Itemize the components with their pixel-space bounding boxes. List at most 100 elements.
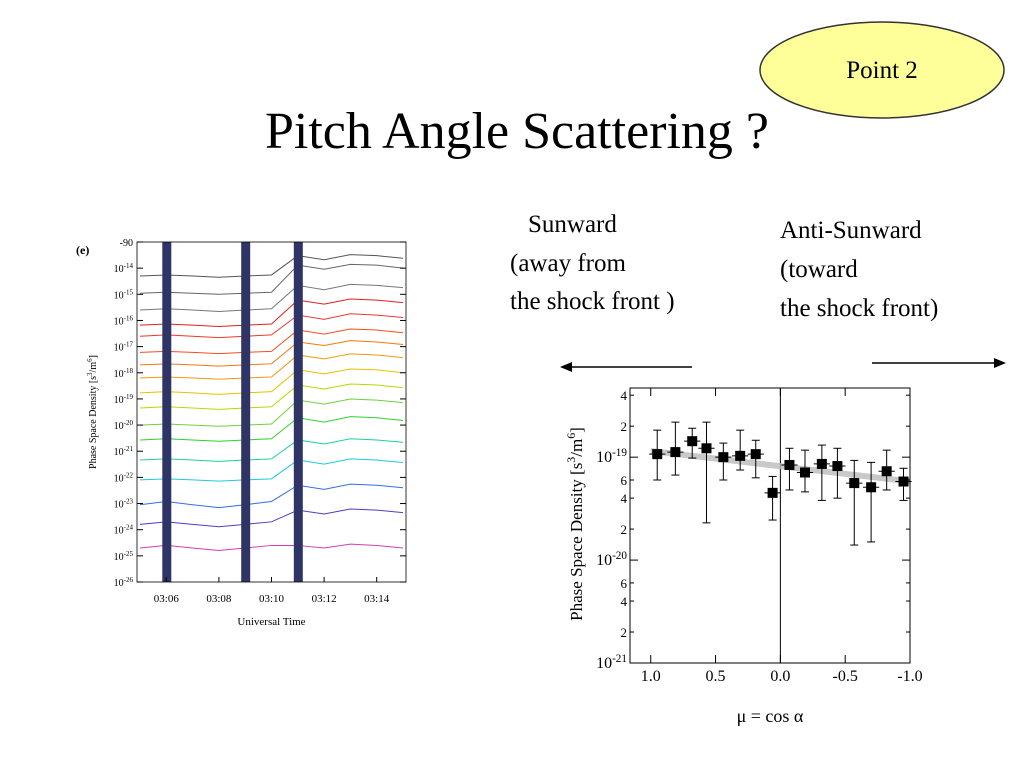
y-tick-label-base: 10: [114, 290, 124, 301]
y-axis-label-part: /m: [567, 439, 586, 457]
y-axis-label-part: Phase Space Density [s: [567, 463, 586, 621]
plot-frame: [629, 387, 911, 664]
sunward-label: (away from: [510, 250, 626, 277]
series-line: [139, 328, 404, 355]
data-point: [718, 452, 729, 463]
y-tick-label: 10-14: [114, 262, 134, 275]
y-tick-label-exp: -20: [124, 419, 134, 427]
y-axis-label-part: ]: [567, 427, 586, 433]
y-tick-label: 6: [621, 473, 628, 488]
data-point: [670, 447, 681, 458]
y-tick-label: 10-21: [596, 653, 627, 672]
y-tick-label-exp: -20: [612, 550, 627, 562]
series-line: [139, 368, 404, 395]
y-tick-label: 10-20: [596, 550, 627, 569]
y-tick-label-base: 10: [114, 421, 124, 432]
anti-sunward-label: the shock front): [780, 295, 938, 322]
y-tick-label-base: 2: [621, 522, 628, 537]
x-tick-label: 03:12: [312, 593, 337, 605]
y-tick-label-base: -90: [120, 238, 133, 249]
y-tick-label: 10-22: [114, 471, 134, 484]
y-axis-label-part: 6: [564, 433, 578, 439]
series-line: [139, 508, 404, 528]
x-tick-label: 03:10: [259, 593, 285, 605]
y-tick-label: 10-20: [114, 419, 134, 432]
y-tick-label-base: 10: [596, 655, 612, 672]
sunward-label: Sunward: [528, 211, 617, 238]
y-tick-label: 4: [621, 388, 628, 403]
y-tick-label-exp: -19: [612, 447, 627, 459]
data-point: [816, 458, 827, 469]
y-tick-label-base: 10: [114, 264, 124, 275]
y-tick-label-exp: -16: [124, 314, 134, 322]
data-point: [881, 466, 892, 477]
y-tick-label: 10-21: [114, 445, 134, 458]
data-point: [687, 436, 698, 447]
series-line: [139, 398, 404, 427]
highlight-band: [293, 242, 303, 582]
y-tick-label-exp: -18: [124, 367, 134, 375]
y-tick-label: 10-26: [114, 576, 134, 589]
y-tick-label-base: 2: [621, 625, 628, 640]
y-tick-label-base: 10: [114, 395, 124, 406]
y-tick-label: 10-16: [114, 314, 134, 327]
series-line: [139, 383, 404, 410]
y-tick-label-base: 4: [621, 594, 628, 609]
y-tick-label: 2: [621, 625, 628, 640]
x-tick-label: -1.0: [897, 668, 922, 685]
x-tick-label: 1.0: [641, 668, 661, 685]
y-tick-label-base: 6: [621, 576, 628, 591]
y-tick-label-base: 10: [596, 552, 612, 569]
y-tick-label-exp: -25: [124, 550, 134, 558]
y-axis-label-part: 3: [564, 457, 578, 463]
highlight-band: [241, 242, 251, 582]
series-line: [139, 254, 404, 278]
x-axis-label: Universal Time: [237, 616, 305, 628]
series-line: [139, 353, 404, 380]
x-tick-label: 03:08: [206, 593, 232, 605]
y-tick-label-base: 6: [621, 473, 628, 488]
y-axis-label-part: ]: [88, 355, 99, 358]
data-point: [866, 482, 877, 493]
x-axis-label: μ = cos α: [737, 706, 804, 726]
series-line: [139, 340, 404, 367]
y-tick-label-exp: -14: [124, 262, 134, 270]
y-tick-label-exp: -26: [124, 576, 134, 584]
y-tick-label-base: 10: [114, 369, 124, 380]
series-line: [139, 263, 404, 295]
sunward-label: the shock front ): [510, 288, 675, 315]
slide-title: Pitch Angle Scattering ?: [265, 103, 769, 160]
data-point: [832, 461, 843, 472]
data-point: [701, 443, 712, 454]
data-point: [750, 449, 761, 460]
series-line: [139, 543, 404, 552]
y-tick-label-exp: -22: [124, 471, 134, 479]
anti-sunward-label: (toward: [780, 256, 858, 283]
series-line: [139, 483, 404, 509]
y-tick-label-base: 10: [596, 449, 612, 466]
y-tick-label-base: 10: [114, 473, 124, 484]
y-tick-label: -90: [120, 238, 133, 249]
y-tick-label: 4: [621, 594, 628, 609]
y-tick-label: 10-18: [114, 367, 134, 380]
x-tick-label-base: 1.0: [641, 668, 661, 685]
data-point: [800, 467, 810, 478]
y-tick-label-exp: -17: [124, 341, 134, 349]
data-point: [849, 478, 860, 489]
y-tick-label-base: 4: [621, 491, 628, 506]
fit-line: [650, 447, 911, 485]
x-tick-label-base: -1.0: [897, 668, 922, 685]
y-tick-label-base: 10: [114, 316, 124, 327]
series-line: [139, 298, 404, 327]
y-tick-label-base: 10: [114, 526, 124, 537]
badge-shape: [759, 21, 1005, 119]
y-tick-label-base: 10: [114, 552, 124, 563]
data-point: [652, 449, 663, 460]
data-point: [767, 487, 778, 498]
panel-label: (e): [76, 243, 89, 257]
anti-sunward-label: Anti-Sunward: [780, 217, 922, 244]
series-line: [139, 416, 404, 442]
series-line: [139, 283, 404, 313]
data-point: [735, 450, 746, 461]
